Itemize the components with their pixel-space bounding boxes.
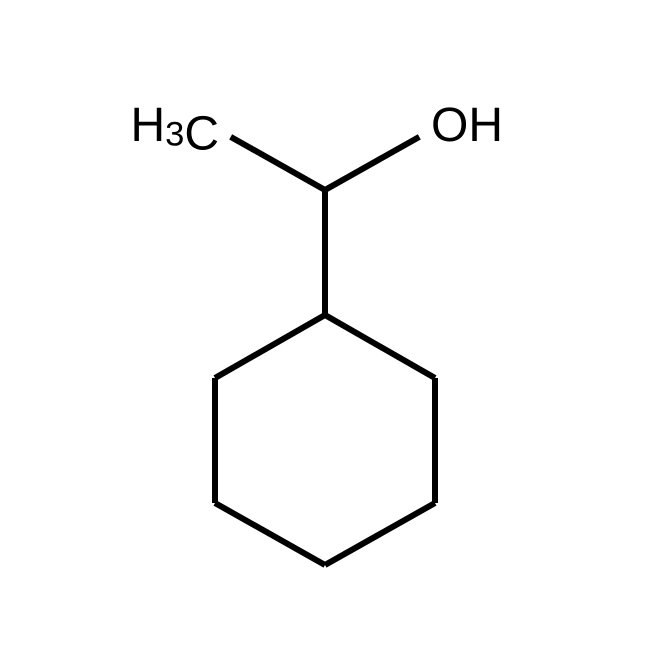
bond bbox=[215, 503, 325, 565]
bond bbox=[325, 137, 419, 190]
atom-label-C_methyl: H3C bbox=[130, 99, 219, 161]
atom-label-O_hydroxyl: OH bbox=[431, 99, 503, 152]
molecule-diagram: H3C OH bbox=[0, 0, 650, 650]
bond bbox=[325, 315, 435, 378]
atom-labels-layer: H3C OH bbox=[130, 99, 503, 161]
bonds-layer bbox=[215, 137, 435, 565]
bond bbox=[231, 137, 325, 190]
bond bbox=[215, 315, 325, 378]
bond bbox=[325, 503, 435, 565]
